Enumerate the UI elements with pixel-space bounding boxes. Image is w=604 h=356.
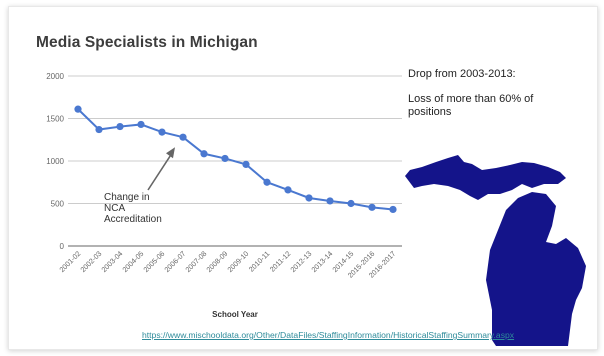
- data-point: [305, 194, 313, 202]
- x-tick-label: 2012-13: [288, 249, 313, 274]
- lower-peninsula: [486, 192, 586, 346]
- x-tick-label: 2003-04: [99, 249, 124, 274]
- y-tick-label: 2000: [46, 72, 64, 81]
- x-tick-label: 2013-14: [309, 249, 334, 274]
- annotation-text: Accreditation: [104, 214, 162, 225]
- data-point: [137, 120, 145, 129]
- chart-title: Media Specialists in Michigan: [36, 34, 258, 51]
- data-point: [326, 197, 334, 205]
- x-tick-label: 2011-12: [268, 249, 293, 274]
- data-point: [116, 122, 124, 131]
- data-point: [242, 160, 250, 168]
- x-tick-label: 2007-08: [183, 249, 208, 274]
- y-tick-label: 1000: [46, 157, 64, 166]
- annotation-text: NCA: [104, 203, 125, 214]
- x-tick-label: 2005-06: [141, 249, 166, 274]
- upper-peninsula: [405, 155, 566, 200]
- data-point: [368, 203, 376, 211]
- annotation-text: Change in: [104, 192, 150, 203]
- data-point: [389, 205, 397, 214]
- data-point: [284, 186, 292, 194]
- x-tick-label: 2001-02: [57, 249, 82, 274]
- drop-heading: Drop from 2003-2013:: [408, 68, 516, 80]
- x-tick-label: 2010-11: [247, 249, 272, 274]
- loss-text: Loss of more than 60% of positions: [408, 93, 534, 118]
- y-tick-label: 500: [51, 200, 65, 209]
- michigan-map-icon: [405, 155, 586, 346]
- source-link[interactable]: https://www.mischooldata.org/Other/DataF…: [142, 330, 515, 340]
- annotation-arrow: [147, 152, 173, 191]
- data-point: [74, 105, 82, 113]
- data-point: [221, 154, 229, 163]
- x-tick-label: 2009-10: [225, 249, 250, 274]
- series-line: [77, 108, 394, 211]
- x-tick-label: 2006-07: [162, 249, 187, 274]
- x-tick-label: 2008-09: [204, 249, 229, 274]
- x-tick-label: 2004-05: [120, 249, 145, 274]
- data-point: [158, 128, 166, 136]
- x-axis-title: School Year: [212, 310, 258, 319]
- data-point: [95, 125, 103, 134]
- x-tick-label: 2002-03: [78, 249, 103, 274]
- data-point: [263, 178, 271, 186]
- annotation-arrowhead: [166, 147, 175, 159]
- y-tick-label: 1500: [46, 115, 64, 124]
- data-point: [179, 133, 187, 141]
- data-point: [347, 199, 355, 208]
- y-tick-label: 0: [60, 242, 65, 251]
- data-point: [200, 150, 208, 158]
